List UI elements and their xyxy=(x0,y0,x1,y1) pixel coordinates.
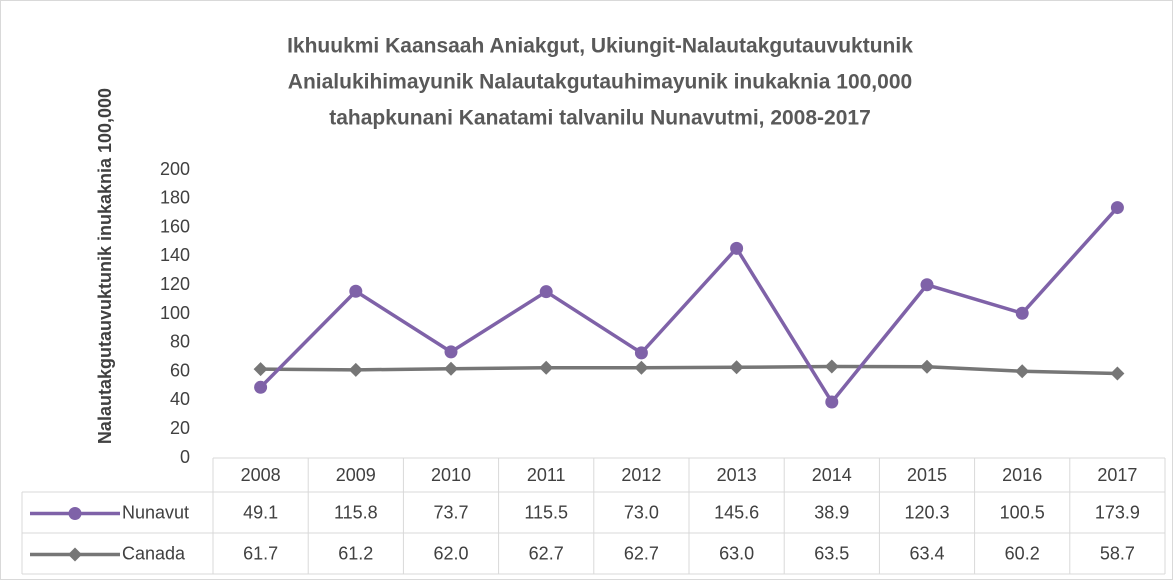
data-label: 63.0 xyxy=(719,543,754,563)
point-marker xyxy=(824,359,839,374)
data-label: 73.0 xyxy=(624,502,659,522)
series-line xyxy=(259,206,1119,404)
data-label: 63.4 xyxy=(909,543,944,563)
chart-title: Anialukihimayunik Nalautakgutauhimayunik… xyxy=(288,71,912,94)
data-label: 120.3 xyxy=(904,502,949,522)
y-tick-label: 100 xyxy=(160,303,190,323)
x-tick-label: 2009 xyxy=(336,465,376,485)
data-label: 115.5 xyxy=(524,502,568,522)
data-label: 61.2 xyxy=(338,543,373,563)
x-tick-label: 2015 xyxy=(907,465,947,485)
point-marker xyxy=(539,285,553,299)
point-marker xyxy=(920,278,934,292)
data-label: 38.9 xyxy=(814,502,849,522)
point-marker xyxy=(1015,364,1030,379)
x-tick-label: 2013 xyxy=(717,465,757,485)
y-tick-label: 200 xyxy=(160,159,190,179)
y-axis-label: Nalautakgutauvuktunik inukaknia 100,000 xyxy=(95,88,115,444)
data-label: 60.2 xyxy=(1005,543,1040,563)
x-tick-label: 2010 xyxy=(431,465,471,485)
chart-title: tahapkunani Kanatami talvanilu Nunavutmi… xyxy=(329,107,871,130)
x-tick-label: 2008 xyxy=(241,465,281,485)
data-label: 100.5 xyxy=(1000,502,1045,522)
legend-marker xyxy=(68,547,82,562)
y-tick-label: 40 xyxy=(170,389,190,409)
point-marker xyxy=(444,361,458,376)
y-tick-label: 0 xyxy=(180,447,190,467)
point-marker xyxy=(920,359,934,374)
data-label: 73.7 xyxy=(433,502,468,522)
point-marker xyxy=(634,346,648,360)
point-marker xyxy=(1110,366,1125,381)
data-label: 49.1 xyxy=(243,502,278,522)
point-marker xyxy=(348,362,363,377)
data-label: 62.7 xyxy=(529,543,564,563)
legend-marker xyxy=(68,507,82,520)
point-marker xyxy=(349,284,363,298)
data-label: 63.5 xyxy=(814,543,849,563)
chart-title: Ikhuukmi Kaansaah Aniakgut, Ukiungit-Nal… xyxy=(287,35,913,58)
point-marker xyxy=(730,241,744,255)
point-marker xyxy=(825,395,839,409)
point-marker xyxy=(634,360,649,375)
x-tick-label: 2011 xyxy=(527,465,566,485)
point-marker xyxy=(729,360,744,375)
y-tick-label: 60 xyxy=(170,360,190,380)
x-tick-label: 2016 xyxy=(1002,465,1042,485)
y-tick-label: 120 xyxy=(160,274,190,294)
data-label: 62.7 xyxy=(624,543,659,563)
point-marker xyxy=(254,380,268,394)
series-line xyxy=(260,364,1118,376)
y-tick-label: 80 xyxy=(170,332,190,352)
data-label: 145.6 xyxy=(714,502,759,522)
y-tick-label: 160 xyxy=(160,216,190,236)
y-tick-label: 180 xyxy=(160,188,190,208)
legend-label: Nunavut xyxy=(122,502,189,522)
legend-label: Canada xyxy=(122,543,186,563)
y-tick-label: 140 xyxy=(160,245,190,265)
point-marker xyxy=(444,345,458,359)
y-tick-label: 20 xyxy=(170,418,190,438)
point-marker xyxy=(1110,201,1124,215)
data-label: 173.9 xyxy=(1095,502,1140,522)
data-label: 62.0 xyxy=(433,543,468,563)
data-label: 61.7 xyxy=(243,543,278,563)
x-tick-label: 2014 xyxy=(812,465,852,485)
x-tick-label: 2012 xyxy=(621,465,661,485)
data-label: 58.7 xyxy=(1100,543,1135,563)
x-tick-label: 2017 xyxy=(1097,465,1137,485)
point-marker xyxy=(253,362,268,377)
point-marker xyxy=(1015,306,1029,320)
point-marker xyxy=(539,360,554,375)
data-label: 115.8 xyxy=(334,502,378,522)
